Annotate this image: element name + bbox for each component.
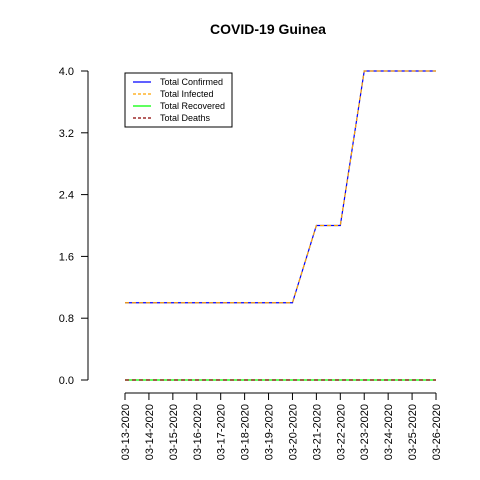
x-tick-label: 03-20-2020 bbox=[287, 404, 299, 460]
legend-label: Total Infected bbox=[160, 89, 214, 99]
chart-title: COVID-19 Guinea bbox=[210, 21, 326, 37]
x-tick-label: 03-19-2020 bbox=[264, 404, 276, 460]
legend-label: Total Deaths bbox=[160, 113, 211, 123]
x-tick-label: 03-16-2020 bbox=[192, 404, 204, 460]
y-tick-label: 0.0 bbox=[59, 375, 74, 387]
x-tick-label: 03-18-2020 bbox=[240, 404, 252, 460]
legend-label: Total Confirmed bbox=[160, 77, 223, 87]
legend: Total Confirmed Total Infected Total Recov… bbox=[125, 73, 232, 127]
x-tick-label: 03-23-2020 bbox=[359, 404, 371, 460]
legend-label: Total Recovered bbox=[160, 101, 225, 111]
x-tick-label: 03-26-2020 bbox=[431, 404, 443, 460]
x-tick-label: 03-13-2020 bbox=[120, 404, 132, 460]
x-tick-label: 03-24-2020 bbox=[383, 404, 395, 460]
x-tick-label: 03-22-2020 bbox=[335, 404, 347, 460]
x-tick-label: 03-21-2020 bbox=[311, 404, 323, 460]
y-tick-label: 1.6 bbox=[59, 251, 74, 263]
y-tick-label: 4.0 bbox=[59, 66, 74, 78]
x-tick-label: 03-25-2020 bbox=[407, 404, 419, 460]
x-axis: 03-13-2020 03-14-2020 03-15-2020 03-16-2020… bbox=[120, 393, 443, 460]
x-tick-label: 03-15-2020 bbox=[168, 404, 180, 460]
y-tick-label: 0.8 bbox=[59, 313, 74, 325]
y-axis: 0.0 0.8 1.6 2.4 3.2 4.0 bbox=[59, 66, 88, 387]
y-tick-label: 3.2 bbox=[59, 128, 74, 140]
y-tick-label: 2.4 bbox=[59, 190, 74, 202]
x-tick-label: 03-14-2020 bbox=[144, 404, 156, 460]
x-tick-label: 03-17-2020 bbox=[216, 404, 228, 460]
